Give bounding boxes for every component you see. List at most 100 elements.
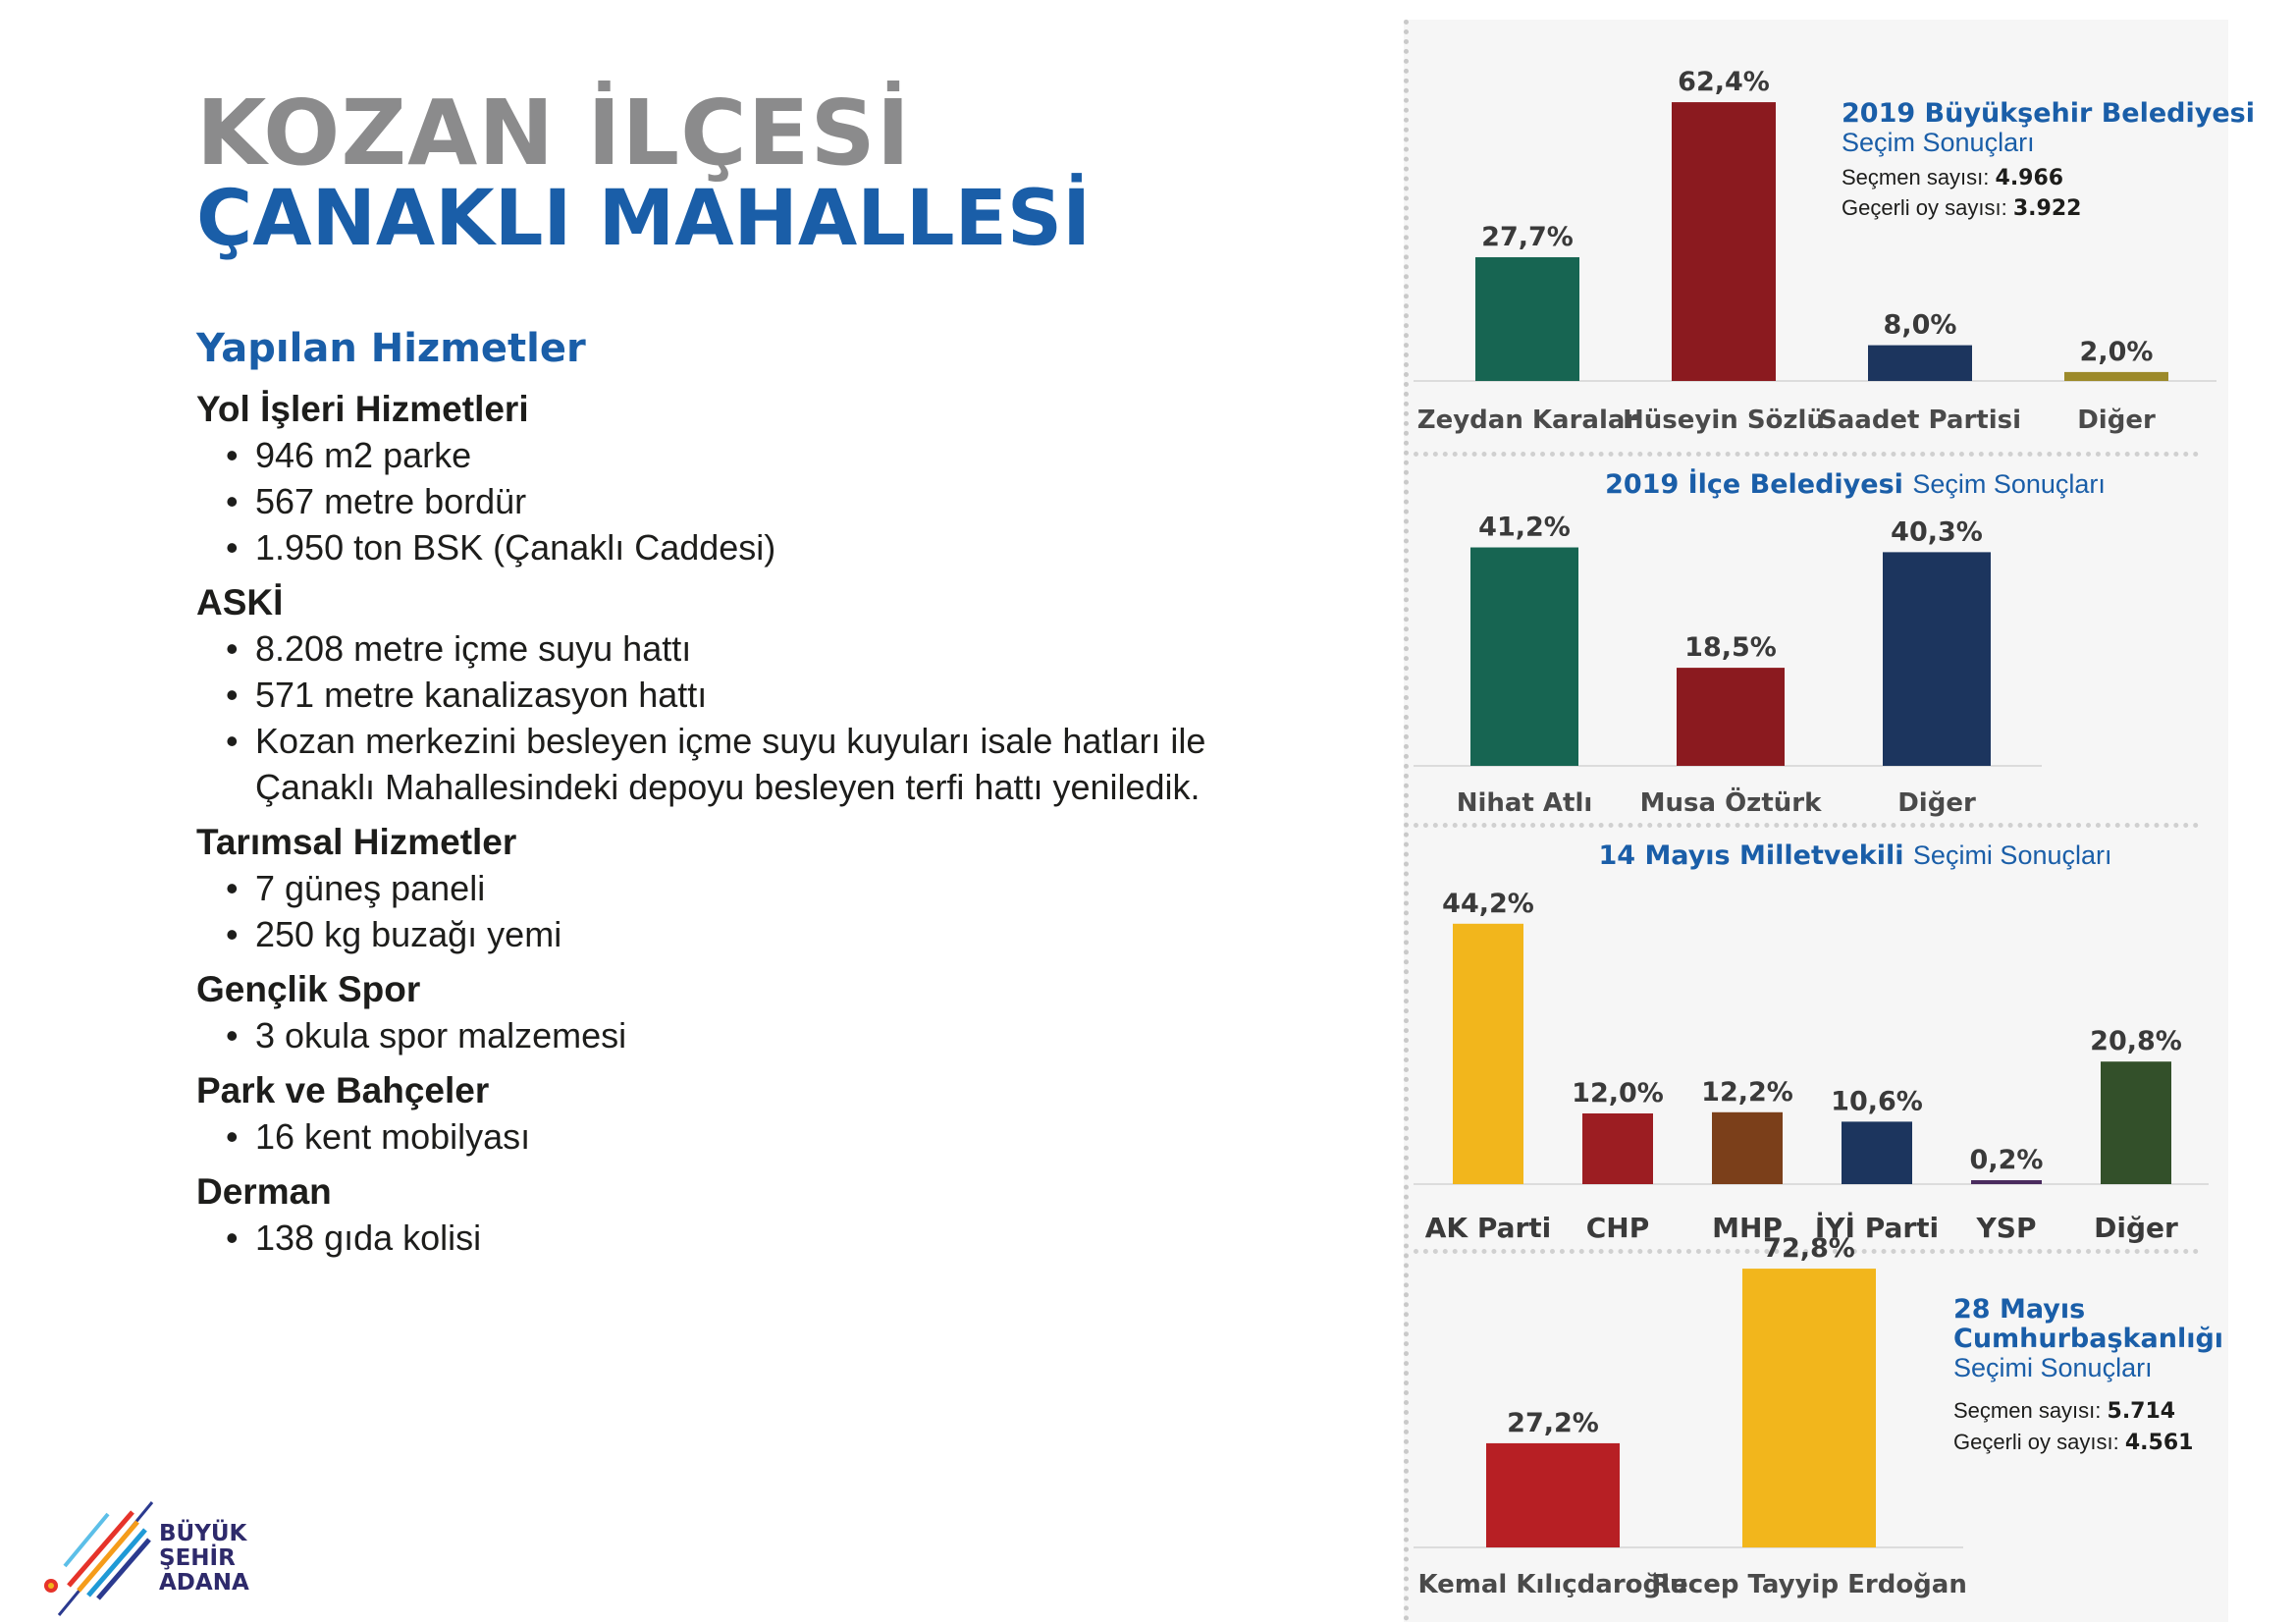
neighborhood-title: ÇANAKLI MAHALLESİ <box>196 175 1092 263</box>
category-label: Diğer <box>2094 1212 2178 1244</box>
data-label: 44,2% <box>1442 889 1534 919</box>
bar <box>1672 102 1776 381</box>
category-label: CHP <box>1586 1212 1650 1244</box>
bar <box>2064 371 2168 381</box>
chart-title-regular: Seçim Sonuçları <box>1912 469 2106 499</box>
bar <box>1971 1180 2042 1184</box>
services-section: Yapılan Hizmetler Yol İşleri Hizmetleri9… <box>196 326 1256 1261</box>
service-item: 571 metre kanalizasyon hattı <box>196 672 1256 718</box>
category-label: Recep Tayyip Erdoğan <box>1651 1570 1967 1599</box>
bar <box>1677 668 1785 766</box>
bar <box>1883 552 1991 766</box>
bar <box>1453 923 1523 1184</box>
chart-title-regular: Seçim Sonuçları <box>1842 128 2035 157</box>
chart-title: 2019 İlçe Belediyesi Seçim Sonuçları <box>1605 468 2106 500</box>
bar <box>1475 256 1579 381</box>
category-label: MHP <box>1712 1212 1783 1244</box>
logo-line-1: BÜYÜK <box>159 1521 247 1546</box>
panel-divider <box>1404 20 1409 1622</box>
bar <box>1868 345 1972 381</box>
bar <box>2101 1061 2171 1184</box>
data-label: 12,0% <box>1572 1078 1664 1109</box>
bar <box>1486 1442 1620 1547</box>
category-label: AK Parti <box>1425 1212 1552 1244</box>
chart-separator <box>1414 823 2199 828</box>
service-item: 946 m2 parke <box>196 432 1256 478</box>
chart-separator <box>1414 1249 2199 1254</box>
category-label: Diğer <box>2077 406 2156 435</box>
service-items: 7 güneş paneli250 kg buzağı yemi <box>196 865 1256 957</box>
service-item: 138 gıda kolisi <box>196 1215 1256 1261</box>
chart-title-bold: 2019 Büyükşehir Belediyesi <box>1842 98 2255 129</box>
bar <box>1842 1121 1912 1184</box>
service-category: ASKİ <box>196 582 284 623</box>
data-label: 0,2% <box>1970 1145 2044 1175</box>
service-items: 8.208 metre içme suyu hattı571 metre kan… <box>196 625 1256 810</box>
service-category: Tarımsal Hizmetler <box>196 822 517 862</box>
chart-title: 2019 Büyükşehir Belediyesi <box>1842 98 2255 129</box>
voters-label: Seçmen sayısı: <box>1953 1398 2108 1423</box>
category-label: Hüseyin Sözlü <box>1623 406 1825 435</box>
category-label: Musa Öztürk <box>1640 785 1822 818</box>
chart-title: 28 Mayıs <box>1953 1294 2085 1325</box>
service-item: 250 kg buzağı yemi <box>196 911 1256 957</box>
service-item: 3 okula spor malzemesi <box>196 1012 1256 1058</box>
chart-title-bold: 28 Mayıs <box>1953 1294 2085 1325</box>
data-label: 62,4% <box>1678 67 1770 97</box>
logo-line-3: ADANA <box>159 1570 249 1596</box>
category-label: Kemal Kılıçdaroğlu <box>1417 1570 1687 1599</box>
chart-title: Geçerli oy sayısı: 4.561 <box>1953 1430 2193 1455</box>
logo-line-2: ŞEHİR <box>159 1545 236 1571</box>
data-label: 20,8% <box>2090 1026 2182 1056</box>
chart-title: Geçerli oy sayısı: 3.922 <box>1842 195 2081 221</box>
service-item: 567 metre bordür <box>196 478 1256 524</box>
valid-votes-label: Geçerli oy sayısı: <box>1953 1430 2125 1454</box>
service-item: 7 güneş paneli <box>196 865 1256 911</box>
category-label: Zeydan Karalar <box>1417 406 1638 435</box>
chart-title: Seçimi Sonuçları <box>1953 1353 2153 1382</box>
service-items: 3 okula spor malzemesi <box>196 1012 1256 1058</box>
chart-title-regular: Seçimi Sonuçları <box>1913 840 2112 870</box>
chart-title: Seçmen sayısı: 4.966 <box>1842 165 2063 190</box>
service-item: 8.208 metre içme suyu hattı <box>196 625 1256 672</box>
valid-votes-value: 4.561 <box>2125 1431 2194 1455</box>
category-label: Saadet Partisi <box>1819 406 2021 435</box>
data-label: 41,2% <box>1478 513 1571 543</box>
service-item: 16 kent mobilyası <box>196 1113 1256 1160</box>
data-label: 12,2% <box>1701 1077 1793 1108</box>
voters-value: 4.966 <box>1996 166 2064 190</box>
data-label: 2,0% <box>2080 337 2154 367</box>
services-list: Yol İşleri Hizmetleri946 m2 parke567 met… <box>196 389 1256 1261</box>
chart-title: 14 Mayıs Milletvekili Seçimi Sonuçları <box>1598 840 2111 871</box>
category-label: Diğer <box>1897 788 1976 818</box>
voters-label: Seçmen sayısı: <box>1842 165 1996 189</box>
services-heading: Yapılan Hizmetler <box>196 326 586 371</box>
chart-title-regular: Seçimi Sonuçları <box>1953 1353 2153 1382</box>
category-label: YSP <box>1976 1212 2037 1244</box>
data-label: 27,2% <box>1507 1408 1599 1438</box>
service-item: Kozan merkezini besleyen içme suyu kuyul… <box>196 718 1256 810</box>
chart-title: Cumhurbaşkanlığı <box>1953 1324 2223 1354</box>
valid-votes-label: Geçerli oy sayısı: <box>1842 195 2013 220</box>
data-label: 27,7% <box>1481 222 1574 252</box>
service-category: Derman <box>196 1171 332 1212</box>
data-label: 10,6% <box>1831 1086 1923 1116</box>
voters-value: 5.714 <box>2108 1399 2176 1424</box>
chart-title: Seçmen sayısı: 5.714 <box>1953 1398 2175 1424</box>
bar <box>1712 1111 1783 1184</box>
bar <box>1582 1113 1653 1184</box>
data-label: 40,3% <box>1891 516 1983 547</box>
chart-title-bold: 2019 İlçe Belediyesi <box>1605 468 1912 500</box>
valid-votes-value: 3.922 <box>2013 196 2082 221</box>
service-category: Gençlik Spor <box>196 969 421 1009</box>
chart-title-bold: 14 Mayıs Milletvekili <box>1598 840 1912 871</box>
category-label: İYİ Parti <box>1815 1211 1939 1244</box>
buyuksehir-adana-logo <box>44 1501 154 1616</box>
service-items: 946 m2 parke567 metre bordür1.950 ton BS… <box>196 432 1256 570</box>
data-label: 72,8% <box>1763 1233 1855 1264</box>
service-items: 16 kent mobilyası <box>196 1113 1256 1160</box>
logo-text: BÜYÜK ŞEHİR ADANA <box>159 1522 249 1596</box>
service-category: Yol İşleri Hizmetleri <box>196 389 529 429</box>
data-label: 8,0% <box>1884 310 1957 341</box>
